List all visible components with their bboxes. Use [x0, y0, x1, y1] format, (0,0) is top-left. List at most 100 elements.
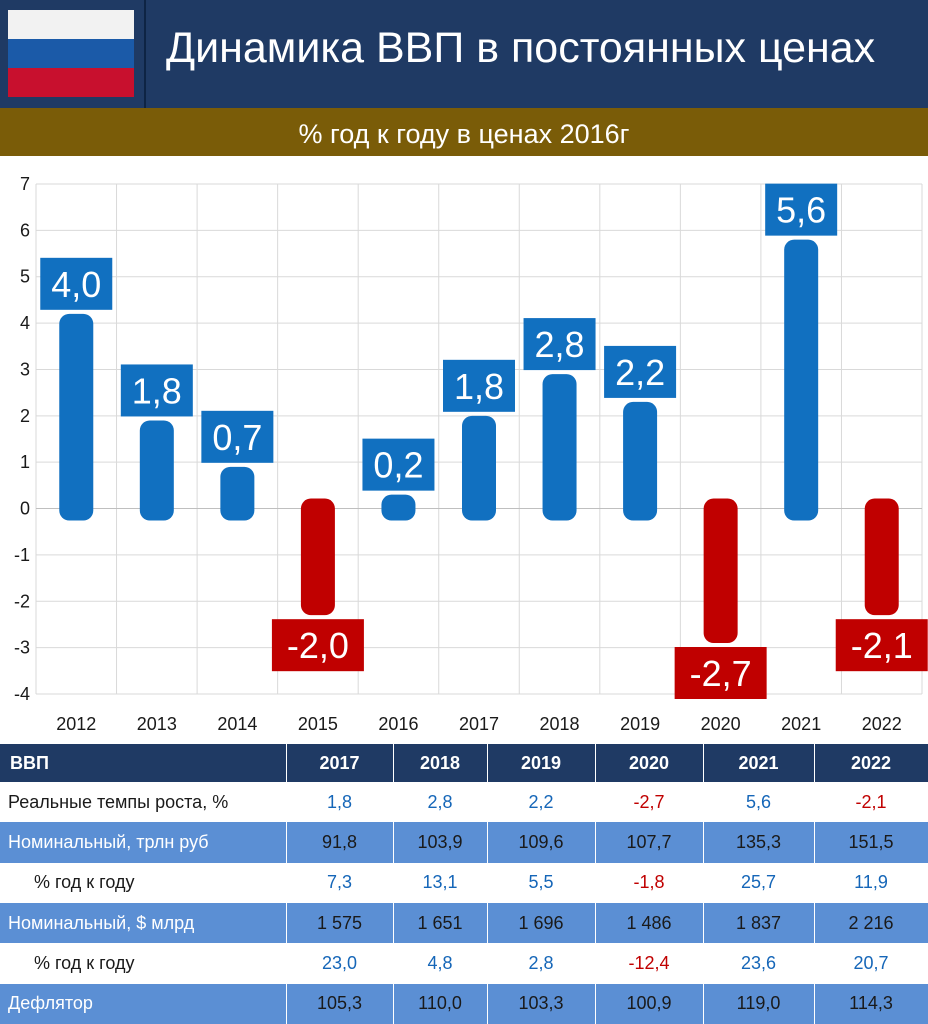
- data-label-box: [443, 359, 515, 412]
- table-row-label: % год к году: [0, 862, 287, 903]
- table-header-year: 2021: [703, 744, 815, 782]
- bar-2017: [462, 415, 496, 521]
- table-row-deflator: Дефлятор 105,3 110,0 103,3 100,9 119,0 1…: [0, 983, 928, 1024]
- data-label-box: [201, 410, 274, 463]
- x-tick-label: 2019: [620, 714, 660, 734]
- x-tick-label: 2013: [137, 714, 177, 734]
- x-tick-label: 2015: [298, 714, 338, 734]
- y-tick-label: -3: [14, 638, 30, 658]
- x-tick-label: 2021: [781, 714, 821, 734]
- table-cell: 7,3: [286, 862, 394, 903]
- chart-data-labels: 4,0 1,8 0,7 -2,0 0,2 1,8 2,8 2,2 -2,7 5,6 -2,1: [40, 183, 928, 699]
- data-label: 5,6: [776, 190, 826, 231]
- table-cell: 2 216: [814, 902, 928, 944]
- data-label: 1,8: [132, 370, 182, 411]
- table-row-nominal-rub: Номинальный, трлн руб 91,8 103,9 109,6 1…: [0, 822, 928, 863]
- header-banner: Динамика ВВП в постоянных ценах: [0, 0, 928, 108]
- data-label: 4,0: [51, 264, 101, 305]
- table-row-nominal-rub-yoy: % год к году 7,3 13,1 5,5 -1,8 25,7 11,9: [0, 862, 928, 903]
- y-tick-label: -4: [14, 684, 30, 704]
- bar-2020: [703, 498, 738, 643]
- table-row-label: Реальные темпы роста, %: [0, 782, 287, 823]
- data-label: -2,1: [851, 625, 913, 666]
- table-cell: 1 575: [286, 902, 394, 944]
- y-tick-label: 3: [20, 359, 30, 379]
- table-cell: 135,3: [703, 822, 815, 863]
- table-row-real-growth: Реальные темпы роста, % 1,8 2,8 2,2 -2,7…: [0, 782, 928, 823]
- table-cell: 13,1: [393, 862, 488, 903]
- x-tick-label: 2012: [56, 714, 96, 734]
- table-cell: 23,6: [703, 943, 815, 984]
- table-cell: 2,8: [487, 943, 596, 984]
- bar-2021: [784, 239, 819, 521]
- chart-bars: [59, 239, 899, 643]
- gdp-table: ВВП 2017 2018 2019 2020 2021 2022 Реальн…: [0, 744, 928, 1024]
- y-tick-label: 1: [20, 452, 30, 472]
- data-label-box: [765, 183, 838, 236]
- y-tick-label: 0: [20, 499, 30, 519]
- flag-stripe-red: [8, 68, 134, 97]
- y-tick-label: 5: [20, 267, 30, 287]
- table-cell: 1 651: [393, 902, 488, 944]
- table-cell: 151,5: [814, 822, 928, 863]
- y-tick-label: 6: [20, 220, 30, 240]
- table-cell: 1 837: [703, 902, 815, 944]
- table-cell: 2,2: [487, 782, 596, 823]
- data-label: 2,8: [535, 324, 585, 365]
- data-label: 0,7: [212, 417, 262, 458]
- table-row-label: Дефлятор: [0, 983, 287, 1024]
- table-cell: 105,3: [286, 983, 394, 1024]
- table-cell: 114,3: [814, 983, 928, 1024]
- x-tick-label: 2018: [540, 714, 580, 734]
- flag-stripe-white: [8, 10, 134, 39]
- header-divider: [144, 0, 146, 108]
- data-label-box: [674, 647, 767, 699]
- bar-2013: [139, 420, 174, 521]
- data-label: 2,2: [615, 352, 665, 393]
- table-header-year: 2020: [595, 744, 704, 782]
- gdp-growth-bar-chart: -4 -3 -2 -1 0 1 2 3 4 5 6 7 4,0 1,8 0,7 -2,0 0,2 1,8 2,8 2…: [14, 174, 928, 734]
- data-label-box: [835, 619, 928, 672]
- table-header-year: 2022: [814, 744, 928, 782]
- bar-2022: [864, 498, 899, 616]
- data-label-box: [523, 318, 596, 371]
- table-header-year: 2019: [487, 744, 596, 782]
- bar-2012: [59, 313, 94, 521]
- table-row-label: Номинальный, трлн руб: [0, 822, 287, 863]
- y-axis-ticks: -4 -3 -2 -1 0 1 2 3 4 5 6 7: [14, 174, 30, 704]
- table-header-gdp: ВВП: [0, 744, 287, 782]
- table-cell: 11,9: [814, 862, 928, 903]
- data-label-box: [362, 438, 435, 491]
- table-cell: 103,3: [487, 983, 596, 1024]
- x-tick-label: 2017: [459, 714, 499, 734]
- data-label-box: [271, 619, 364, 672]
- table-row-nominal-usd: Номинальный, $ млрд 1 575 1 651 1 696 1 …: [0, 902, 928, 944]
- table-cell: 107,7: [595, 822, 704, 863]
- data-label: 1,8: [454, 366, 504, 407]
- y-tick-label: 2: [20, 406, 30, 426]
- table-cell: 103,9: [393, 822, 488, 863]
- y-tick-label: -2: [14, 591, 30, 611]
- table-cell: 20,7: [814, 943, 928, 984]
- x-tick-label: 2020: [701, 714, 741, 734]
- page-title: Динамика ВВП в постоянных ценах: [166, 24, 876, 72]
- table-cell: 1 696: [487, 902, 596, 944]
- table-cell: -1,8: [595, 862, 704, 903]
- bar-2019: [623, 401, 658, 521]
- table-cell: 100,9: [595, 983, 704, 1024]
- table-cell: 1 486: [595, 902, 704, 944]
- data-label: -2,7: [690, 653, 752, 694]
- table-cell: -2,1: [814, 782, 928, 823]
- table-cell: 2,8: [393, 782, 488, 823]
- table-cell: -12,4: [595, 943, 704, 984]
- bar-2015: [300, 498, 335, 616]
- russian-flag-icon: [8, 10, 134, 97]
- table-cell: 119,0: [703, 983, 815, 1024]
- data-label-box: [604, 345, 677, 398]
- table-cell: 1,8: [286, 782, 394, 823]
- bar-2016: [381, 494, 416, 521]
- table-cell: 5,5: [487, 862, 596, 903]
- x-tick-label: 2016: [378, 714, 418, 734]
- table-cell: 23,0: [286, 943, 394, 984]
- table-cell: 4,8: [393, 943, 488, 984]
